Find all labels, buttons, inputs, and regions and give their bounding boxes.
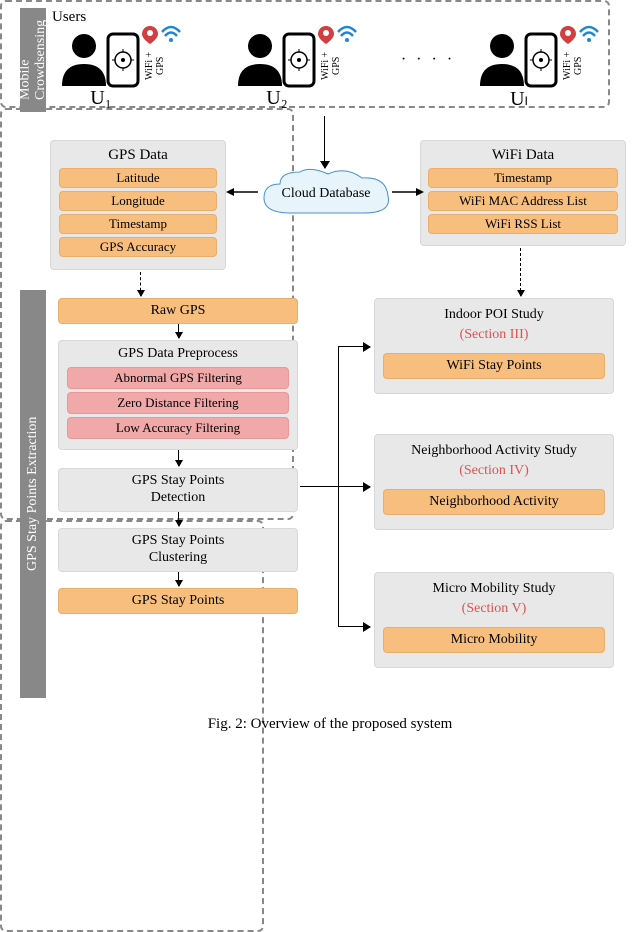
wifi-icon: [160, 24, 182, 44]
clustering: GPS Stay Points Clustering: [58, 528, 298, 572]
user-1-label: U₁: [76, 86, 126, 110]
arrow-wifi-indoor: [520, 248, 521, 296]
wifi-gps-label: WiFi + GPS: [144, 46, 158, 86]
arrow-raw-pre: [178, 324, 179, 338]
gps-field-2: Timestamp: [59, 214, 217, 234]
branch-to-indoor: [338, 346, 370, 347]
micro-section: (Section V): [375, 599, 613, 619]
neighborhood-item: Neighborhood Activity: [383, 489, 605, 515]
pin-icon: [316, 24, 336, 44]
gps-field-3: GPS Accuracy: [59, 237, 217, 257]
gps-stay-points: GPS Stay Points: [58, 588, 298, 614]
pin-icon: [140, 24, 160, 44]
wifi-icon: [336, 24, 358, 44]
micro-title: Micro Mobility Study: [375, 579, 613, 599]
indoor-title: Indoor POI Study: [375, 305, 613, 325]
gps-field-0: Latitude: [59, 168, 217, 188]
micro-item: Micro Mobility: [383, 627, 605, 653]
indoor-panel: Indoor POI Study (Section III) WiFi Stay…: [374, 298, 614, 394]
wifi-gps-label: WiFi + GPS: [320, 46, 334, 86]
wifi-icon: [578, 24, 600, 44]
arrow-cloud-wifi: [390, 186, 424, 198]
wifi-field-0: Timestamp: [428, 168, 618, 188]
preprocess-title: GPS Data Preprocess: [59, 344, 297, 364]
indoor-section: (Section III): [375, 325, 613, 345]
gps-data-panel: GPS Data Latitude Longitude Timestamp GP…: [50, 140, 226, 270]
branch-left: [300, 486, 338, 487]
figure-caption: Fig. 2: Overview of the proposed system: [120, 716, 540, 733]
mobile-crowdsensing-bar: Mobile Crowdsensing: [20, 8, 46, 112]
wifi-data-panel: WiFi Data Timestamp WiFi MAC Address Lis…: [420, 140, 626, 246]
wifi-data-title: WiFi Data: [421, 145, 625, 165]
neighborhood-title: Neighborhood Activity Study: [375, 441, 613, 461]
gps-field-1: Longitude: [59, 191, 217, 211]
user-2-label: U₂: [252, 86, 302, 110]
preprocess-step-0: Abnormal GPS Filtering: [67, 367, 289, 389]
arrow-gps-raw: [140, 272, 141, 296]
branch-to-micro: [338, 626, 370, 627]
preprocess-step-2: Low Accuracy Filtering: [67, 417, 289, 439]
raw-gps: Raw GPS: [58, 298, 298, 324]
gps-data-title: GPS Data: [51, 145, 225, 165]
users-ellipsis: · · · ·: [398, 50, 458, 70]
preprocess-panel: GPS Data Preprocess Abnormal GPS Filteri…: [58, 340, 298, 450]
indoor-item: WiFi Stay Points: [383, 353, 605, 379]
micro-panel: Micro Mobility Study (Section V) Micro M…: [374, 572, 614, 668]
arrow-pre-det: [178, 450, 179, 466]
user-L-label: Uₗ: [494, 86, 544, 110]
cloud-label: Cloud Database: [264, 184, 388, 204]
detection: GPS Stay Points Detection: [58, 468, 298, 512]
arrow-det-clu: [178, 512, 179, 526]
stay-points-bar: GPS Stay Points Extraction: [20, 290, 46, 698]
wifi-gps-label: WiFi + GPS: [562, 46, 576, 86]
arrow-users-cloud: [324, 116, 325, 168]
pin-icon: [558, 24, 578, 44]
wifi-field-2: WiFi RSS List: [428, 214, 618, 234]
system-overview-diagram: Mobile Crowdsensing Users WiFi + GPS U₁ …: [0, 0, 640, 742]
arrow-clu-out: [178, 572, 179, 586]
wifi-field-1: WiFi MAC Address List: [428, 191, 618, 211]
neighborhood-section: (Section IV): [375, 461, 613, 481]
preprocess-step-1: Zero Distance Filtering: [67, 392, 289, 414]
neighborhood-panel: Neighborhood Activity Study (Section IV)…: [374, 434, 614, 530]
branch-to-neigh: [338, 486, 370, 487]
arrow-cloud-gps: [226, 186, 260, 198]
